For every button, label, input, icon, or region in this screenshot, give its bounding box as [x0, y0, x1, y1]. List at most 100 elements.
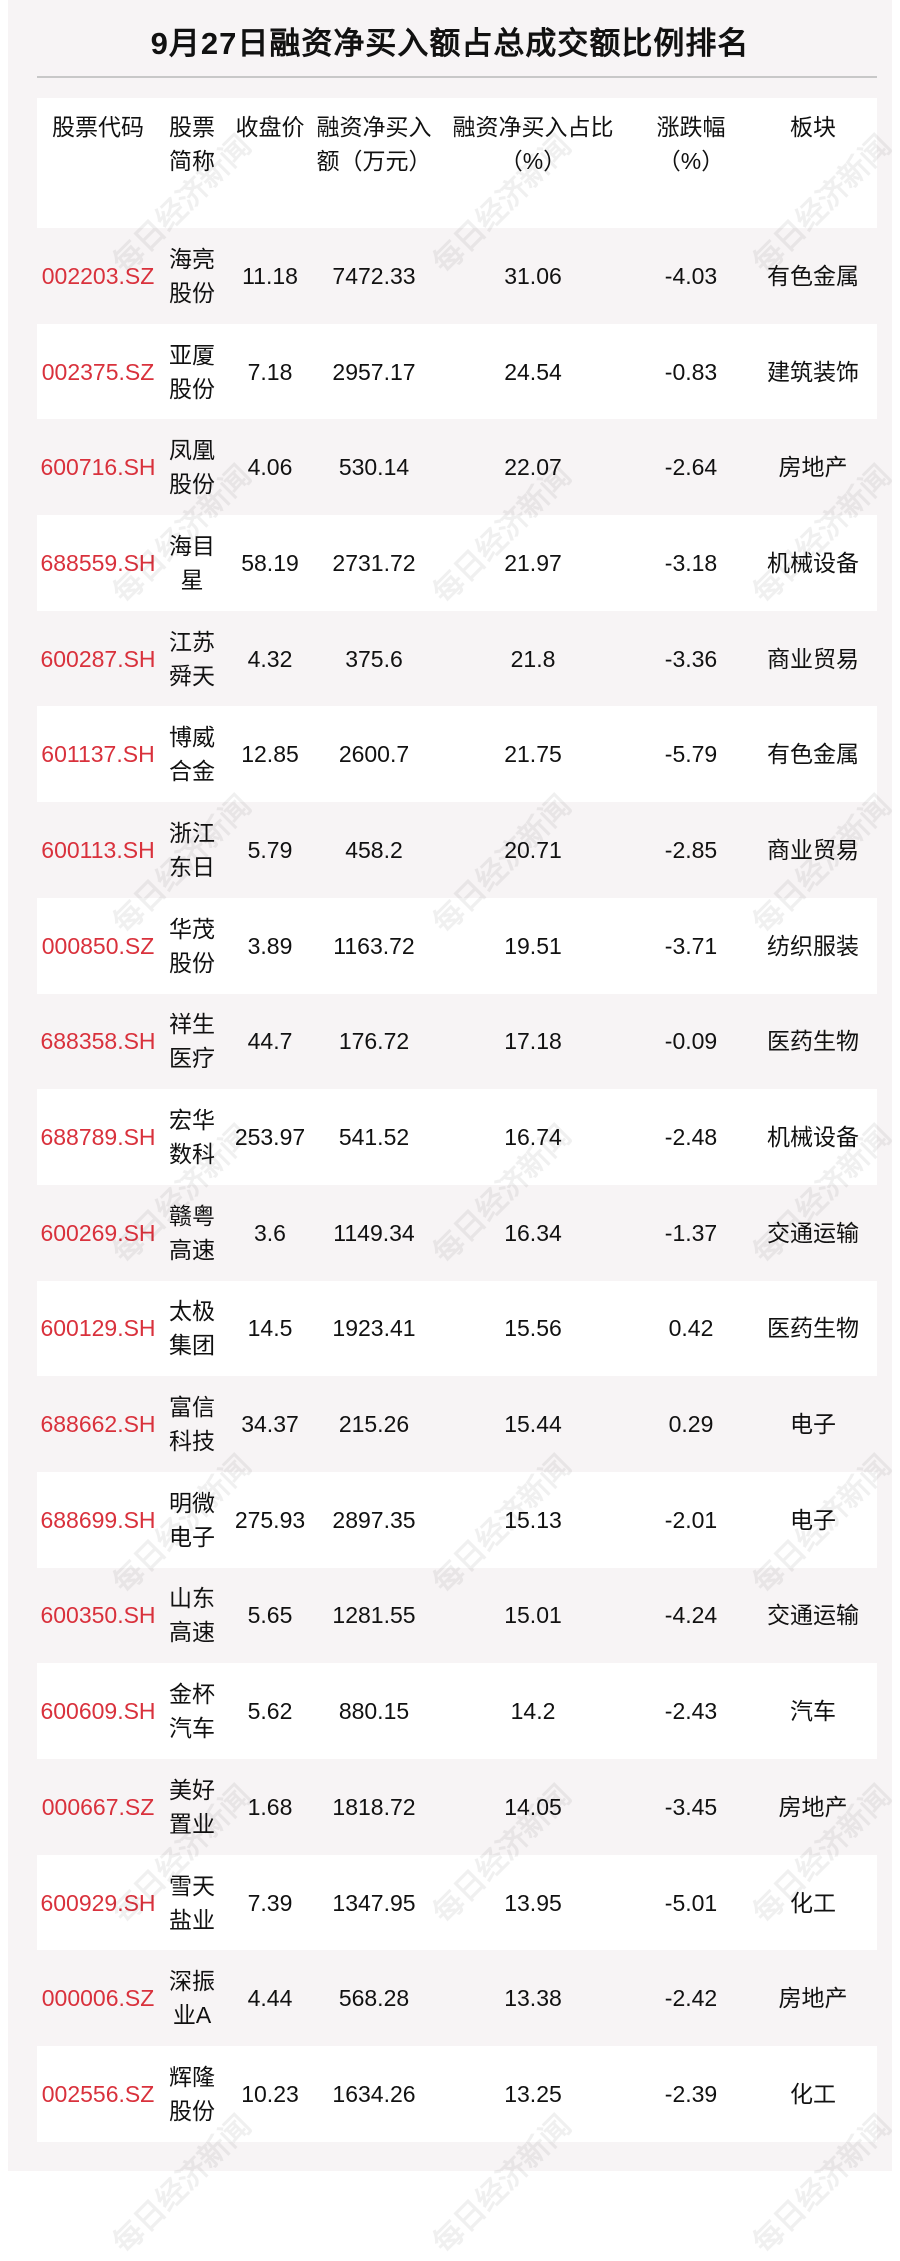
sector: 房地产 [778, 1793, 848, 1820]
divider [37, 76, 877, 78]
sector: 有色金属 [767, 262, 859, 289]
stock-code: 600609.SH [40, 1698, 156, 1725]
stock-code: 688358.SH [40, 1028, 156, 1055]
change-pct: -5.79 [664, 741, 718, 768]
sector: 有色金属 [767, 741, 859, 768]
net-buy-ratio: 21.75 [504, 741, 562, 768]
table-row: 688559.SH 海目星 58.19 2731.72 21.97 -3.18 机械设备 [37, 515, 877, 611]
net-buy: 215.26 [338, 1411, 410, 1438]
net-buy-ratio: 15.56 [504, 1315, 562, 1342]
net-buy: 1281.55 [332, 1602, 416, 1629]
stock-name: 太极集团 [169, 1298, 215, 1359]
table-header: 股票代码 股票简称 收盘价 融资净买入额（万元） 融资净买入占比（%） 涨跌幅（… [37, 98, 877, 228]
stock-name: 富信科技 [169, 1394, 215, 1455]
net-buy: 530.14 [338, 454, 410, 481]
stock-name: 博威合金 [169, 724, 215, 785]
header-name: 股票简称 [169, 114, 215, 174]
table-row: 601137.SH 博威合金 12.85 2600.7 21.75 -5.79 有色金属 [37, 706, 877, 803]
stock-code: 600287.SH [40, 645, 156, 672]
close-price: 4.32 [247, 645, 293, 672]
table-row: 600129.SH 太极集团 14.5 1923.41 15.56 0.42 医药生物 [37, 1280, 877, 1377]
stock-code: 688559.SH [40, 549, 156, 576]
change-pct: -2.39 [664, 2080, 718, 2107]
net-buy: 1923.41 [332, 1315, 416, 1342]
net-buy-ratio: 21.97 [504, 549, 562, 576]
header-code: 股票代码 [52, 114, 144, 140]
net-buy-ratio: 15.13 [504, 1506, 562, 1533]
sector: 房地产 [778, 454, 848, 481]
net-buy-ratio: 31.06 [504, 262, 562, 289]
sector: 商业贸易 [767, 645, 859, 672]
stock-code: 600350.SH [40, 1602, 156, 1629]
stock-name: 金杯汽车 [169, 1681, 215, 1742]
net-buy-ratio: 13.38 [504, 1985, 562, 2012]
table-row: 600929.SH 雪天盐业 7.39 1347.95 13.95 -5.01 化工 [37, 1854, 877, 1951]
table-row: 600269.SH 赣粤高速 3.6 1149.34 16.34 -1.37 交通运输 [37, 1185, 877, 1281]
change-pct: -2.42 [664, 1985, 718, 2012]
sector: 汽车 [790, 1698, 836, 1725]
net-buy-ratio: 16.34 [504, 1219, 562, 1246]
header-ratio: 融资净买入占比（%） [452, 114, 614, 174]
net-buy: 2731.72 [332, 549, 416, 576]
close-price: 1.68 [247, 1793, 293, 1820]
table-row: 688789.SH 宏华数科 253.97 541.52 16.74 -2.48 机械设备 [37, 1089, 877, 1185]
header-sector: 板块 [790, 114, 836, 140]
stock-code: 600113.SH [41, 836, 155, 863]
stock-name: 亚厦股份 [169, 341, 215, 402]
net-buy-ratio: 15.01 [504, 1602, 562, 1629]
net-buy: 458.2 [345, 836, 403, 863]
net-buy-ratio: 22.07 [504, 454, 562, 481]
stock-name: 明微电子 [169, 1489, 215, 1550]
table-row: 600287.SH 江苏舜天 4.32 375.6 21.8 -3.36 商业贸易 [37, 611, 877, 707]
close-price: 58.19 [241, 549, 299, 576]
sector: 交通运输 [767, 1602, 859, 1629]
net-buy-ratio: 19.51 [504, 932, 562, 959]
stock-code: 601137.SH [41, 741, 155, 768]
close-price: 275.93 [234, 1506, 306, 1533]
net-buy: 1149.34 [333, 1219, 415, 1246]
table-row: 002375.SZ 亚厦股份 7.18 2957.17 24.54 -0.83 建筑装饰 [37, 323, 877, 420]
close-price: 7.18 [247, 358, 293, 385]
net-buy: 375.6 [345, 645, 403, 672]
close-price: 3.6 [254, 1219, 286, 1246]
change-pct: -1.37 [664, 1219, 718, 1246]
net-buy-ratio: 15.44 [504, 1411, 562, 1438]
close-price: 34.37 [241, 1411, 299, 1438]
sector: 化工 [790, 1889, 836, 1916]
change-pct: -2.64 [664, 454, 718, 481]
stock-code: 002375.SZ [41, 358, 155, 385]
net-buy-ratio: 14.2 [510, 1698, 556, 1725]
net-buy: 1634.26 [332, 2080, 416, 2107]
sector: 机械设备 [767, 549, 859, 576]
net-buy: 1818.72 [332, 1793, 416, 1820]
change-pct: -3.36 [664, 645, 718, 672]
stock-code: 000850.SZ [41, 932, 155, 959]
table-row: 600350.SH 山东高速 5.65 1281.55 15.01 -4.24 交通运输 [37, 1568, 877, 1664]
close-price: 44.7 [247, 1028, 293, 1055]
change-pct: -2.48 [664, 1124, 718, 1151]
net-buy-ratio: 16.74 [504, 1124, 562, 1151]
change-pct: -2.43 [664, 1698, 718, 1725]
stock-code: 600716.SH [40, 454, 156, 481]
net-buy-ratio: 20.71 [504, 836, 562, 863]
header-change: 涨跌幅（%） [656, 114, 726, 174]
header-net-buy: 融资净买入额（万元） [316, 114, 432, 174]
table-row: 002556.SZ 辉隆股份 10.23 1634.26 13.25 -2.39 化工 [37, 2046, 877, 2142]
stock-name: 雪天盐业 [169, 1872, 215, 1933]
sector: 建筑装饰 [767, 358, 859, 385]
header-close: 收盘价 [235, 114, 305, 140]
stock-code: 002203.SZ [41, 262, 155, 289]
stock-name: 祥生医疗 [169, 1011, 215, 1072]
change-pct: -5.01 [664, 1889, 718, 1916]
net-buy: 2957.17 [332, 358, 416, 385]
net-buy: 568.28 [338, 1985, 410, 2012]
close-price: 5.79 [247, 836, 293, 863]
net-buy: 176.72 [338, 1028, 410, 1055]
stock-name: 美好置业 [169, 1776, 215, 1837]
stock-name: 江苏舜天 [169, 628, 215, 689]
net-buy: 541.52 [338, 1124, 410, 1151]
change-pct: -3.45 [664, 1793, 718, 1820]
stock-code: 600129.SH [40, 1315, 156, 1342]
stock-name: 海亮股份 [169, 245, 215, 306]
change-pct: -3.71 [664, 932, 718, 959]
